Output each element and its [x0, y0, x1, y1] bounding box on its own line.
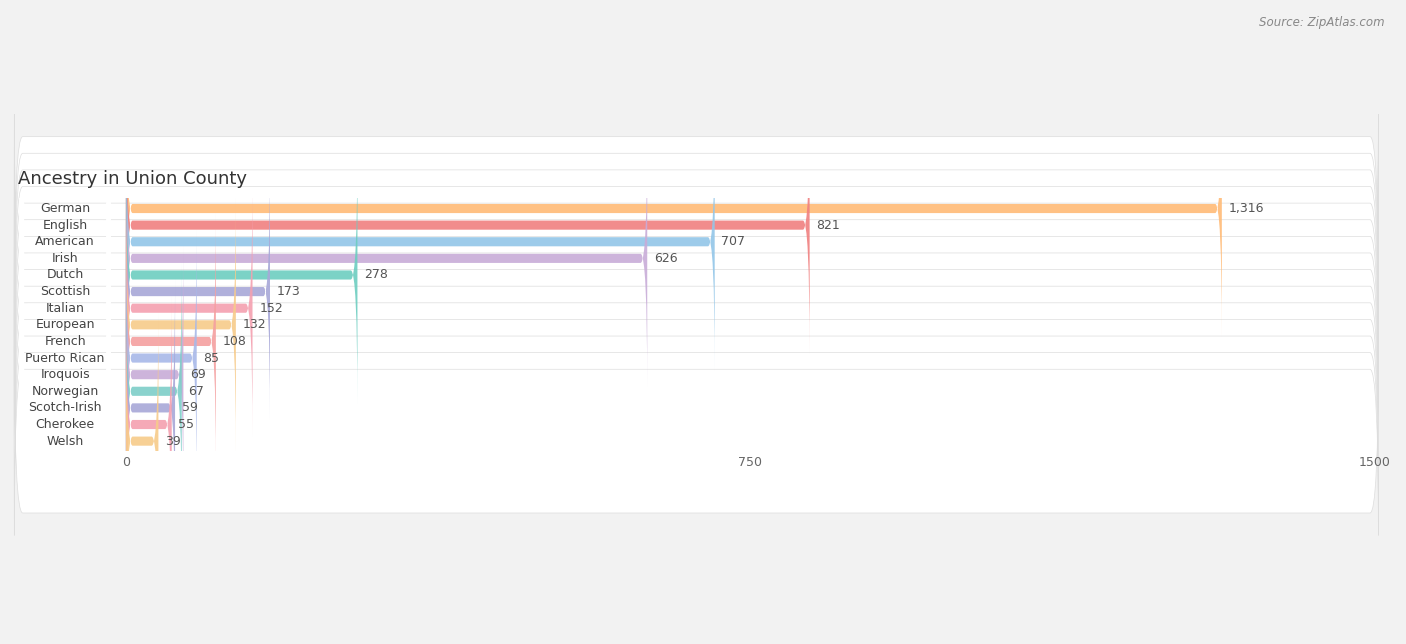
FancyBboxPatch shape	[20, 196, 111, 520]
FancyBboxPatch shape	[14, 231, 1378, 419]
Text: 55: 55	[179, 418, 194, 431]
FancyBboxPatch shape	[127, 213, 217, 469]
FancyBboxPatch shape	[127, 113, 714, 370]
Text: 59: 59	[181, 401, 198, 414]
FancyBboxPatch shape	[14, 164, 1378, 353]
FancyBboxPatch shape	[20, 263, 111, 586]
FancyBboxPatch shape	[127, 313, 159, 569]
FancyBboxPatch shape	[20, 113, 111, 437]
FancyBboxPatch shape	[14, 314, 1378, 502]
FancyBboxPatch shape	[127, 263, 181, 520]
Text: 39: 39	[165, 435, 181, 448]
FancyBboxPatch shape	[20, 147, 111, 469]
FancyBboxPatch shape	[14, 330, 1378, 519]
Text: Puerto Rican: Puerto Rican	[25, 352, 105, 365]
FancyBboxPatch shape	[127, 230, 197, 486]
FancyBboxPatch shape	[14, 181, 1378, 369]
Text: Iroquois: Iroquois	[41, 368, 90, 381]
FancyBboxPatch shape	[20, 80, 111, 403]
FancyBboxPatch shape	[14, 264, 1378, 452]
Text: Cherokee: Cherokee	[35, 418, 94, 431]
FancyBboxPatch shape	[20, 163, 111, 486]
FancyBboxPatch shape	[127, 296, 172, 553]
Text: 108: 108	[222, 335, 246, 348]
Text: American: American	[35, 235, 96, 248]
FancyBboxPatch shape	[20, 130, 111, 453]
FancyBboxPatch shape	[127, 163, 270, 420]
Text: 278: 278	[364, 269, 388, 281]
Text: 1,316: 1,316	[1229, 202, 1264, 215]
FancyBboxPatch shape	[14, 297, 1378, 486]
Text: 67: 67	[188, 384, 204, 398]
Text: Ancestry in Union County: Ancestry in Union County	[18, 170, 246, 188]
Text: German: German	[41, 202, 90, 215]
FancyBboxPatch shape	[14, 214, 1378, 402]
Text: Source: ZipAtlas.com: Source: ZipAtlas.com	[1260, 16, 1385, 29]
FancyBboxPatch shape	[127, 180, 253, 437]
FancyBboxPatch shape	[127, 97, 810, 354]
FancyBboxPatch shape	[14, 280, 1378, 469]
FancyBboxPatch shape	[14, 197, 1378, 386]
FancyBboxPatch shape	[14, 147, 1378, 336]
FancyBboxPatch shape	[20, 47, 111, 370]
FancyBboxPatch shape	[127, 246, 183, 503]
Text: 69: 69	[190, 368, 205, 381]
FancyBboxPatch shape	[14, 347, 1378, 535]
Text: European: European	[35, 318, 94, 331]
Text: Norwegian: Norwegian	[31, 384, 98, 398]
Text: 132: 132	[242, 318, 266, 331]
Text: 85: 85	[204, 352, 219, 365]
Text: Scottish: Scottish	[39, 285, 90, 298]
FancyBboxPatch shape	[20, 64, 111, 386]
Text: Dutch: Dutch	[46, 269, 84, 281]
FancyBboxPatch shape	[20, 180, 111, 503]
Text: 152: 152	[259, 301, 283, 315]
FancyBboxPatch shape	[20, 230, 111, 553]
Text: Irish: Irish	[52, 252, 79, 265]
Text: Italian: Italian	[46, 301, 84, 315]
FancyBboxPatch shape	[14, 247, 1378, 436]
Text: 626: 626	[654, 252, 678, 265]
FancyBboxPatch shape	[14, 114, 1378, 303]
FancyBboxPatch shape	[20, 246, 111, 569]
Text: French: French	[45, 335, 86, 348]
FancyBboxPatch shape	[127, 147, 357, 403]
Text: Welsh: Welsh	[46, 435, 84, 448]
FancyBboxPatch shape	[127, 279, 176, 536]
FancyBboxPatch shape	[127, 130, 647, 386]
FancyBboxPatch shape	[20, 97, 111, 420]
Text: Scotch-Irish: Scotch-Irish	[28, 401, 101, 414]
Text: 707: 707	[721, 235, 745, 248]
Text: 821: 821	[817, 218, 839, 232]
Text: 173: 173	[277, 285, 301, 298]
FancyBboxPatch shape	[20, 279, 111, 603]
Text: English: English	[42, 218, 87, 232]
FancyBboxPatch shape	[14, 131, 1378, 319]
FancyBboxPatch shape	[127, 196, 236, 453]
FancyBboxPatch shape	[20, 213, 111, 536]
FancyBboxPatch shape	[127, 80, 1222, 337]
